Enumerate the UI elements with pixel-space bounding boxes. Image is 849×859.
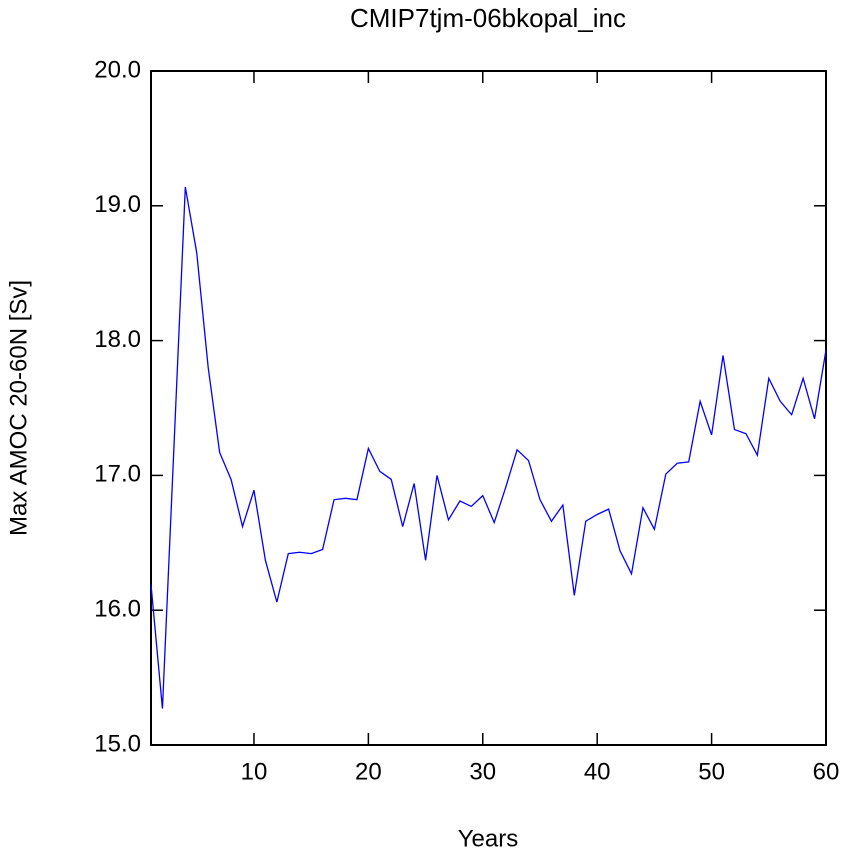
chart-title: CMIP7tjm-06bkopal_inc — [350, 3, 626, 33]
x-tick-label: 60 — [813, 758, 840, 785]
plot-frame — [150, 70, 827, 746]
y-axis-label: Max AMOC 20-60N [Sv] — [5, 280, 32, 536]
x-axis-label: Years — [458, 825, 519, 852]
x-tick-label: 30 — [469, 758, 496, 785]
x-tick-label: 10 — [241, 758, 268, 785]
y-tick-label: 19.0 — [94, 191, 141, 218]
x-tick-label: 40 — [584, 758, 611, 785]
y-tick-label: 18.0 — [94, 326, 141, 353]
y-tick-label: 16.0 — [94, 596, 141, 623]
y-tick-label: 17.0 — [94, 461, 141, 488]
x-tick-label: 50 — [698, 758, 725, 785]
y-tick-label: 20.0 — [94, 56, 141, 83]
y-tick-label: 15.0 — [94, 730, 141, 757]
x-tick-label: 20 — [355, 758, 382, 785]
data-line — [150, 186, 827, 709]
